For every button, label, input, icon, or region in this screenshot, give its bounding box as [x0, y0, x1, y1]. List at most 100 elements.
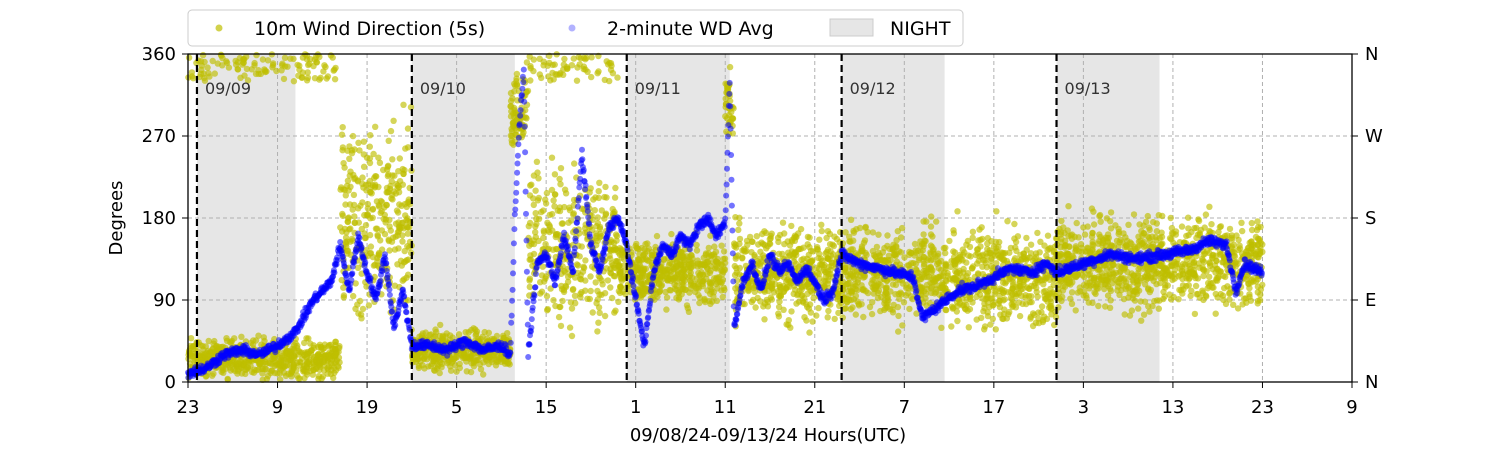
- wind-direction-point: [507, 102, 515, 110]
- wind-direction-point: [247, 362, 254, 370]
- wind-direction-point: [1146, 237, 1154, 244]
- wind-direction-point: [279, 62, 286, 69]
- wind-direction-point: [248, 66, 255, 73]
- wind-direction-point: [921, 260, 928, 267]
- wind-direction-point: [1084, 279, 1091, 286]
- wind-direction-point: [395, 168, 402, 175]
- wind-direction-point: [1069, 279, 1076, 286]
- wind-direction-point: [844, 280, 852, 287]
- wind-direction-point: [640, 252, 647, 259]
- wind-direction-point: [1075, 234, 1082, 241]
- wind-direction-point: [211, 337, 218, 345]
- wind-direction-point: [390, 117, 397, 125]
- wind-direction-point: [360, 163, 368, 170]
- wind-direction-point: [1081, 231, 1089, 238]
- wind-direction-point: [540, 227, 547, 234]
- wind-direction-point: [1209, 265, 1216, 273]
- wind-direction-point: [882, 284, 890, 291]
- wind-direction-point: [976, 226, 983, 233]
- wind-direction-point: [550, 197, 557, 204]
- wind-direction-point: [548, 186, 556, 194]
- wind-direction-point: [800, 255, 807, 262]
- wind-direction-point: [948, 323, 955, 330]
- wind-direction-point: [339, 124, 346, 131]
- wind-direction-point: [219, 62, 226, 69]
- wind-direction-point: [317, 360, 324, 368]
- wind-direction-point: [456, 360, 463, 368]
- wind-direction-point: [403, 274, 410, 281]
- wind-direction-point: [979, 263, 986, 270]
- wind-direction-point: [1003, 257, 1011, 265]
- wind-direction-point: [355, 205, 362, 212]
- wind-direction-point: [343, 229, 350, 236]
- wind-direction-point: [608, 260, 615, 267]
- wind-direction-point: [363, 211, 370, 219]
- wind-direction-point: [719, 293, 726, 301]
- wind-direction-point: [534, 197, 542, 204]
- wind-direction-point: [463, 353, 470, 361]
- wind-direction-point: [370, 262, 378, 269]
- wind-direction-point: [1222, 273, 1229, 281]
- wind-direction-point: [388, 238, 396, 245]
- wind-direction-point: [732, 214, 739, 221]
- wind-direction-point: [568, 61, 576, 69]
- wind-direction-point: [392, 220, 400, 227]
- wind-direction-point: [340, 160, 347, 167]
- wind-direction-point: [1085, 299, 1093, 306]
- wind-direction-point: [770, 289, 778, 296]
- wind-direction-point: [346, 172, 353, 179]
- wind-direction-point: [577, 290, 584, 298]
- wind-direction-point: [673, 294, 680, 302]
- wind-direction-point: [980, 308, 987, 315]
- wind-direction-point: [899, 322, 906, 329]
- wind-direction-point: [763, 296, 770, 304]
- wind-direction-point: [1257, 286, 1265, 293]
- wind-direction-point: [736, 235, 744, 243]
- wind-direction-point: [813, 312, 820, 319]
- wind-direction-point: [1123, 282, 1130, 290]
- wind-direction-point: [365, 302, 373, 309]
- wind-direction-point: [256, 361, 263, 368]
- wind-direction-point: [548, 154, 556, 161]
- wind-direction-point: [788, 222, 795, 230]
- wind-direction-point: [992, 288, 999, 295]
- wind-direction-point: [201, 351, 208, 358]
- wind-direction-point: [342, 240, 350, 247]
- wind-direction-point: [802, 283, 809, 290]
- wind-direction-point: [259, 56, 267, 63]
- wind-direction-point: [954, 208, 961, 215]
- wind-direction-point: [900, 299, 908, 306]
- wind-direction-point: [1246, 293, 1253, 300]
- wind-direction-point: [696, 278, 704, 285]
- wind-direction-point: [1045, 304, 1053, 311]
- wind-direction-point: [1184, 270, 1192, 278]
- wind-direction-point: [1096, 212, 1103, 220]
- wind-direction-point: [331, 76, 339, 83]
- wind-direction-point: [1115, 230, 1122, 238]
- wind-direction-point: [587, 287, 594, 295]
- wind-direction-point: [582, 66, 589, 73]
- wind-direction-point: [809, 318, 816, 325]
- wind-direction-point: [903, 284, 910, 291]
- wind-direction-point: [611, 194, 619, 201]
- wind-direction-point: [527, 62, 534, 70]
- wind-direction-point: [1185, 214, 1192, 221]
- wind-direction-point: [875, 231, 882, 238]
- wind-direction-point: [1140, 222, 1147, 229]
- wind-direction-point: [240, 361, 247, 368]
- wind-direction-point: [818, 227, 825, 235]
- wind-direction-point: [974, 270, 982, 277]
- wind-direction-point: [824, 314, 831, 321]
- wind-direction-point: [538, 208, 545, 216]
- wind-direction-point: [586, 189, 593, 196]
- wind-direction-point: [546, 59, 553, 67]
- wind-direction-point: [922, 295, 929, 302]
- wind-direction-point: [318, 375, 325, 382]
- wind-direction-point: [1038, 303, 1046, 310]
- wind-direction-point: [803, 317, 810, 324]
- wind-direction-point: [534, 169, 541, 176]
- wind-direction-point: [566, 207, 574, 214]
- wind-direction-point: [398, 219, 406, 227]
- wind-direction-point: [973, 316, 980, 323]
- wind-direction-point: [355, 139, 362, 146]
